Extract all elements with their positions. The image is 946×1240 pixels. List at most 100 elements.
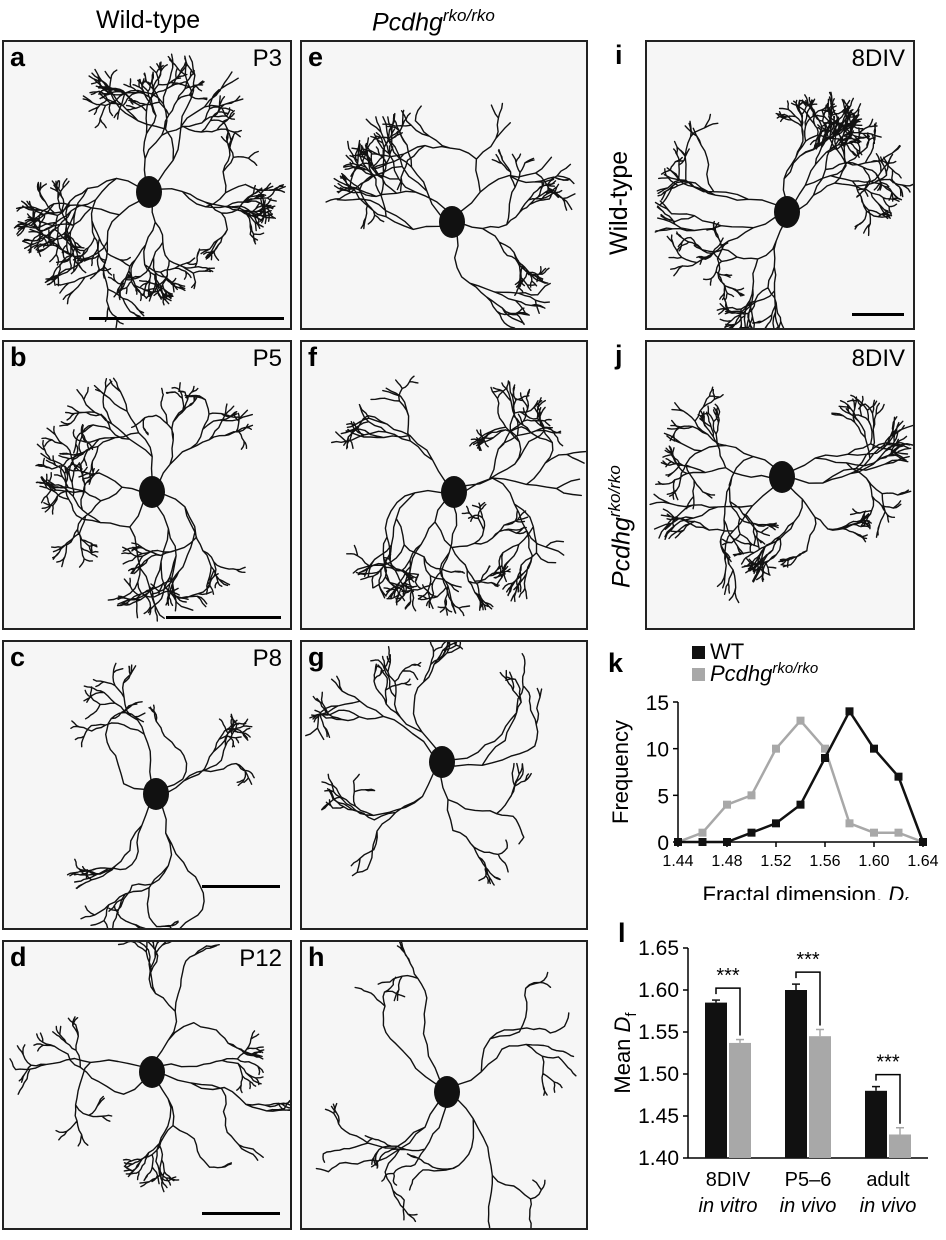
category-sublabel: in vitro (699, 1195, 758, 1217)
data-point (845, 707, 854, 716)
legend-entry: Pcdhgrko/rko (710, 660, 818, 686)
data-point (772, 744, 780, 753)
significance-bracket (875, 1073, 901, 1124)
age-label-j: 8DIV (851, 345, 905, 372)
panel-a-micrograph: a P3 (2, 40, 292, 330)
legend-swatch (692, 668, 705, 681)
panel-label-b: b (10, 342, 27, 372)
panel-b-micrograph: b P5 (2, 340, 292, 630)
neuron-image-j (647, 342, 913, 628)
y-tick-label: 1.60 (638, 979, 679, 1002)
bar (705, 1002, 727, 1158)
data-point (723, 800, 731, 809)
data-point (870, 828, 878, 837)
y-tick-label: 15 (646, 692, 669, 715)
knockout-column-title: Pcdhgrko/rko (372, 6, 495, 37)
legend-swatch (692, 646, 705, 659)
panel-label-j-outer: j (615, 340, 623, 370)
panel-label-c: c (10, 642, 26, 672)
x-axis-label: Fractal dimension, Df (703, 882, 910, 900)
significance-stars: *** (716, 965, 740, 987)
data-point (821, 754, 829, 762)
data-point (919, 838, 927, 846)
y-tick-label: 1.50 (638, 1063, 679, 1086)
bar (785, 990, 807, 1158)
scale-bar-d (202, 1212, 280, 1215)
panel-label-g: g (308, 642, 325, 672)
significance-stars: *** (876, 1052, 900, 1074)
panel-label-f: f (308, 342, 317, 372)
data-point (674, 838, 682, 846)
age-label-i: 8DIV (851, 45, 905, 72)
bar (729, 1042, 751, 1158)
neuron-image-e (302, 42, 586, 328)
neuron-image-g (302, 642, 586, 928)
panel-g-micrograph: g (300, 640, 588, 930)
y-axis-label: Mean Df (610, 1012, 640, 1094)
x-tick-label: 1.64 (907, 853, 938, 870)
panel-i-micrograph: i 8DIV (645, 40, 915, 330)
neuron-image-f (302, 342, 586, 628)
panel-c-micrograph: c P8 (2, 640, 292, 930)
knockout-title-gene: Pcdhg (372, 8, 443, 37)
chart-l-mean-df-bars: 1.40 1.45 1.50 1.55 1.60 1.65 Mean Df *** 8DIV in… (610, 937, 928, 1217)
category-label: 8DIV (706, 1169, 751, 1191)
panel-label-i-outer: i (615, 40, 623, 70)
cell-soma (429, 746, 455, 778)
data-point (894, 828, 903, 837)
x-tick-label: 1.48 (711, 853, 742, 870)
neuron-image-i (647, 42, 913, 328)
scale-bar-a (89, 317, 284, 320)
y-tick-label: 1.55 (638, 1021, 679, 1044)
panel-d-micrograph: d P12 (2, 940, 292, 1230)
row-label-knockout-gene: Pcdhg (607, 517, 636, 588)
panel-label-e: e (308, 42, 324, 72)
cell-soma (439, 206, 465, 238)
row-label-wild-type: Wild-type (605, 150, 633, 255)
data-point (821, 744, 829, 753)
series-line (677, 718, 924, 844)
panel-label-l: l (618, 918, 626, 948)
data-point (796, 800, 805, 809)
x-tick-label: 1.44 (662, 853, 693, 870)
cell-soma (434, 1076, 460, 1108)
x-tick-label: 1.52 (760, 853, 791, 870)
data-point (772, 819, 780, 828)
series-line (678, 708, 925, 844)
y-tick-label: 10 (646, 739, 669, 762)
data-point (845, 819, 854, 828)
y-tick-label: 0 (657, 832, 669, 855)
neuron-image-h (302, 942, 586, 1228)
y-tick-label: 1.65 (638, 937, 679, 960)
row-label-knockout-superscript: rko/rko (605, 465, 624, 518)
age-label-c: P8 (252, 645, 282, 672)
panel-label-k: k (608, 648, 624, 678)
cell-soma (774, 196, 800, 228)
bar (809, 1036, 831, 1158)
cell-soma (143, 778, 169, 810)
neuron-image-b (4, 342, 290, 628)
cell-soma (139, 476, 165, 508)
data-point (698, 828, 707, 837)
panel-h-micrograph: h (300, 940, 588, 1230)
bar (889, 1134, 911, 1158)
scale-bar-c (202, 885, 280, 888)
cell-soma (769, 461, 795, 493)
age-label-d: P12 (239, 945, 282, 972)
cell-soma (139, 1056, 165, 1088)
row-label-knockout: Pcdhgrko/rko (605, 465, 636, 588)
cell-soma (136, 176, 162, 208)
significance-bracket (715, 987, 741, 1036)
scale-bar-b (166, 616, 281, 619)
category-sublabel: in vivo (860, 1195, 917, 1217)
neuron-image-d (4, 942, 290, 1228)
panel-label-a: a (10, 42, 26, 72)
data-point (723, 838, 731, 846)
data-point (870, 744, 878, 753)
data-point (796, 716, 805, 725)
panel-j-micrograph: 8DIV (645, 340, 915, 630)
neuron-image-c (4, 642, 290, 928)
x-tick-label: 1.56 (809, 853, 840, 870)
y-tick-label: 1.45 (638, 1105, 679, 1128)
